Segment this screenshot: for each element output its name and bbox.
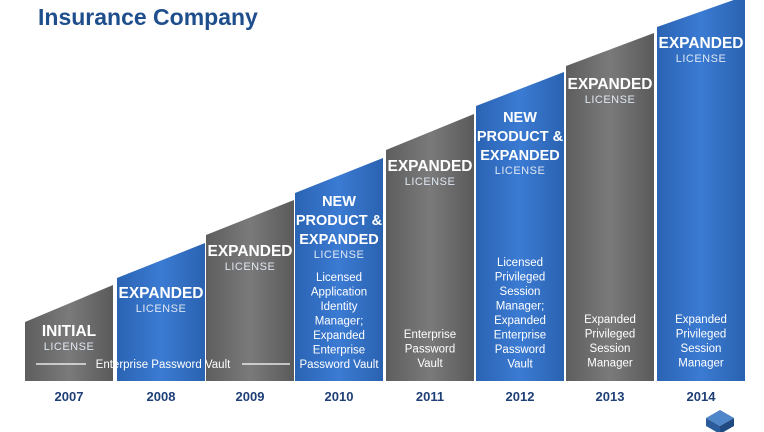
stage-heading: EXPANDED bbox=[480, 148, 560, 164]
stage-description-line: Vault bbox=[507, 359, 533, 371]
stage-subheading: LICENSE bbox=[676, 53, 727, 65]
page-title: Insurance Company bbox=[38, 4, 258, 30]
stage-heading: NEW bbox=[322, 194, 356, 210]
stage-bar bbox=[386, 114, 474, 381]
stage-description-line: Identity bbox=[320, 301, 357, 313]
year-label-2014: 2014 bbox=[687, 389, 717, 404]
stage-bar bbox=[566, 33, 654, 381]
stage-bar bbox=[295, 158, 383, 381]
stage-description-line: Session bbox=[590, 343, 631, 355]
year-label-2010: 2010 bbox=[325, 389, 354, 404]
stage-description-line: Privileged bbox=[676, 329, 727, 341]
year-label-2009: 2009 bbox=[236, 389, 265, 404]
stage-description-line: Manager bbox=[587, 358, 633, 370]
year-label-2013: 2013 bbox=[596, 389, 625, 404]
stage-heading: EXPANDED bbox=[388, 158, 473, 175]
stage-subheading: LICENSE bbox=[44, 341, 95, 353]
stage-bar bbox=[657, 0, 745, 381]
stage-description-line: Licensed bbox=[316, 272, 362, 284]
stage-heading: PRODUCT & bbox=[477, 129, 564, 145]
stage-description-line: Application bbox=[311, 287, 367, 299]
stage-description-line: Privileged bbox=[495, 272, 546, 284]
cube-logo-icon bbox=[706, 410, 734, 432]
stage-heading: PRODUCT & bbox=[296, 213, 383, 229]
stage-heading: EXPANDED bbox=[568, 76, 653, 93]
stage-subheading: LICENSE bbox=[405, 176, 456, 188]
stage-bar bbox=[476, 72, 564, 381]
stage-subheading: LICENSE bbox=[585, 94, 636, 106]
year-label-2007: 2007 bbox=[55, 389, 84, 404]
stage-description-line: Expanded bbox=[675, 314, 727, 326]
stage-description-line: Manager; bbox=[496, 301, 545, 313]
year-label-2012: 2012 bbox=[506, 389, 535, 404]
stage-description-line: Privileged bbox=[585, 329, 636, 341]
stage-subheading: LICENSE bbox=[136, 303, 187, 315]
stage-subheading: LICENSE bbox=[314, 249, 365, 261]
stage-subheading: LICENSE bbox=[495, 165, 546, 177]
stage-description-line: Enterprise bbox=[313, 345, 365, 357]
year-label-2011: 2011 bbox=[416, 389, 444, 404]
year-label-2008: 2008 bbox=[147, 389, 176, 404]
stage-description-line: Password bbox=[405, 344, 456, 356]
spanning-label: Enterprise Password Vault bbox=[96, 359, 231, 371]
stage-description-line: Expanded bbox=[313, 330, 365, 342]
stage-description-line: Session bbox=[500, 286, 541, 298]
stage-description-line: Vault bbox=[417, 358, 443, 370]
stage-subheading: LICENSE bbox=[225, 261, 276, 273]
stage-bar bbox=[25, 285, 113, 381]
stage-description-line: Enterprise bbox=[494, 330, 546, 342]
stage-heading: INITIAL bbox=[42, 323, 96, 340]
stage-heading: EXPANDED bbox=[208, 243, 293, 260]
stage-description-line: Password bbox=[495, 344, 546, 356]
stage-description-line: Expanded bbox=[494, 315, 546, 327]
stage-description-line: Password Vault bbox=[299, 359, 379, 371]
stage-description-line: Manager; bbox=[315, 316, 364, 328]
stage-description-line: Session bbox=[681, 343, 722, 355]
stage-description-line: Enterprise bbox=[404, 329, 456, 341]
stage-bar bbox=[206, 200, 294, 381]
stage-description-line: Licensed bbox=[497, 257, 543, 269]
stage-heading: NEW bbox=[503, 110, 537, 126]
stage-heading: EXPANDED bbox=[119, 285, 204, 302]
stage-heading: EXPANDED bbox=[659, 35, 744, 52]
stage-bar bbox=[117, 243, 205, 381]
stage-heading: EXPANDED bbox=[299, 232, 379, 248]
stage-description-line: Manager bbox=[678, 358, 724, 370]
stage-description-line: Expanded bbox=[584, 314, 636, 326]
